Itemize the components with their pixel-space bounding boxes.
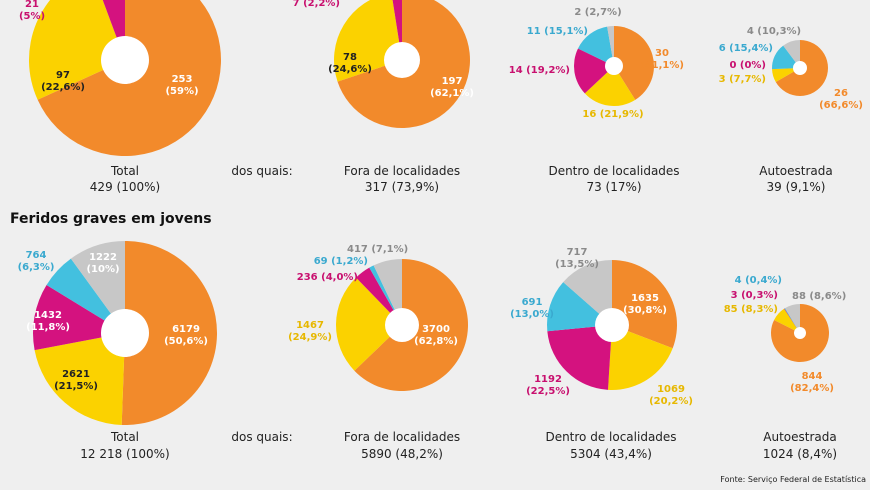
chart-total-label-1: 429 (100%) [90,180,160,194]
chart-title-auto-1: Autoestrada [759,164,832,178]
donut-hole [595,308,629,342]
donut-slice-cyan [578,26,614,66]
donut-slice-cyan [547,282,612,332]
data-label-magenta: 1192 (22,5%) [526,374,570,397]
data-label-cyan: 691 (13,0%) [510,297,554,320]
donut-hole [605,57,623,75]
donut-slice-magenta [102,0,125,60]
dos-quais-label-2: dos quais: [231,430,292,444]
donut-slice-gray [785,304,800,333]
data-label-yellow: 85 (8,3%) [724,304,778,315]
donut-hole [794,327,806,339]
chart-title-auto-2: Autoestrada [763,430,836,444]
chart-total-label-fora-2: 5890 (48,2%) [361,447,443,461]
donut-slice-gray [70,241,125,333]
data-label-orange: 253 (59%) [165,74,198,97]
data-label-gray: 88 (8,6%) [792,291,846,302]
donut-slice-gray [563,260,612,325]
donut-slice-gray [607,26,614,66]
data-label-gray: 1222 (10%) [86,252,119,275]
donut-slice-magenta [784,308,800,333]
donut-slice-yellow [336,277,402,371]
donut-slice-yellow [772,68,800,82]
donut-slice-cyan [784,308,800,333]
donut-slice-magenta [573,48,614,94]
donut-hole [101,309,149,357]
data-label-yellow: 2621 (21,5%) [54,369,98,392]
data-label-yellow: 97 (22,6%) [41,70,85,93]
donut-slice-gray [783,40,800,68]
chart-total-label-auto-2: 1024 (8,4%) [763,447,837,461]
donut-hole [385,308,419,342]
data-label-orange: 3700 (62,8%) [414,324,458,347]
chart-total-label-dentro-2: 5304 (43,4%) [570,447,652,461]
donut-slice-gray [373,259,402,325]
donut-slice-yellow [584,66,636,106]
chart-title-total-2: Total [110,430,139,444]
donut-slice-magenta [547,325,612,390]
chart-total-label-fora-1: 317 (73,9%) [365,180,439,194]
data-label-gray: 2 (2,7%) [574,7,621,18]
chart-total-label-dentro-1: 73 (17%) [586,180,641,194]
chart-title-dentro-1: Dentro de localidades [548,164,679,178]
data-label-magenta: 14 (19,2%) [509,65,570,76]
chart-title-fora-1: Fora de localidades [344,164,460,178]
data-label-gray: 717 (13,5%) [555,247,599,270]
data-label-yellow: 3 (7,7%) [719,74,766,85]
chart-title-fora-2: Fora de localidades [344,430,460,444]
donut-hole [384,42,420,78]
data-label-orange: 844 (82,4%) [790,371,834,394]
section-title: Feridos graves em jovens [10,211,212,227]
data-label-cyan: 764 (6,3%) [18,250,55,273]
source-note: Fonte: Serviço Federal de Estatística [720,475,866,484]
donut-hole [101,36,149,84]
data-label-orange: 30 (41,1%) [640,48,684,71]
chart-title-total-1: Total [110,164,139,178]
data-label-yellow: 16 (21,9%) [582,109,643,120]
data-label-magenta: 21 (5%) [19,0,45,22]
data-label-yellow: 1069 (20,2%) [649,384,693,407]
data-label-magenta: 236 (4,0%) [297,272,358,283]
donut-slice-cyan [771,45,800,70]
data-label-cyan: 4 (0,4%) [735,275,782,286]
donut-slice-yellow [29,0,125,100]
donut-slice-orange [121,240,218,425]
data-label-yellow: 78 (24,6%) [328,52,372,75]
data-label-orange: 1635 (30,8%) [623,293,667,316]
data-label-magenta: 1432 (11,8%) [26,310,70,333]
donut-charts: 253 (59%) 97 (22,6%) 21 (5%) 197 (62,1%) 78 (24,6… [18,0,863,425]
data-label-gray: 4 (10,3%) [747,26,801,37]
data-label-magenta: 3 (0,3%) [731,290,778,301]
data-label-magenta: 0 (0%) [729,60,766,71]
chart-title-dentro-2: Dentro de localidades [545,430,676,444]
data-label-gray: 417 (7,1%) [347,244,408,255]
donut-slice-magenta [356,267,402,325]
chart-total-label-auto-1: 39 (9,1%) [767,180,826,194]
data-label-orange: 197 (62,1%) [430,76,474,99]
data-label-magenta: 7 (2,2%) [293,0,340,9]
data-label-cyan: 11 (15,1%) [527,26,588,37]
donut-slice-orange [614,26,654,100]
dos-quais-label-1: dos quais: [231,164,292,178]
chart-total-label-2: 12 218 (100%) [80,447,169,461]
data-label-orange: 6179 (50,6%) [164,324,208,347]
donut-slice-cyan [46,258,125,333]
donut-slice-yellow [34,333,125,425]
donut-hole [793,61,807,75]
donut-slice-yellow [608,325,673,391]
data-label-cyan: 69 (1,2%) [314,256,368,267]
donut-slice-yellow [774,308,800,333]
data-label-yellow: 1467 (24,9%) [288,320,332,343]
data-label-orange: 26 (66,6%) [819,88,863,111]
data-label-cyan: 6 (15,4%) [719,43,773,54]
